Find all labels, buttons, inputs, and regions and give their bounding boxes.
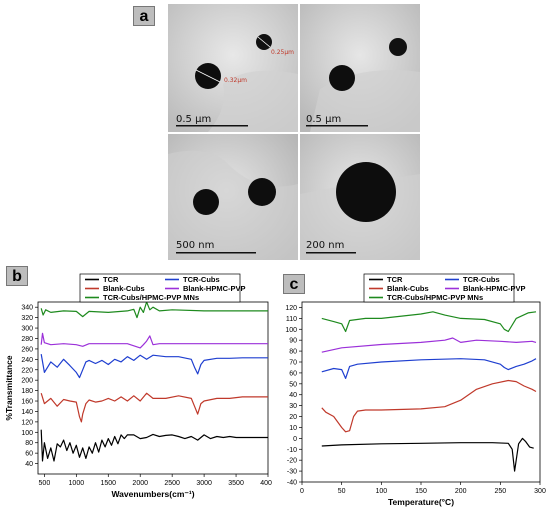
- legend-entry: TCR: [103, 275, 119, 284]
- measurement-label: 0.32µm: [224, 77, 247, 84]
- x-tick-label: 500: [39, 480, 51, 487]
- y-tick-label: 80: [25, 440, 33, 447]
- tem-image-3: 500 nm: [168, 134, 298, 260]
- y-tick-label: -30: [287, 469, 297, 476]
- series-line-1: [321, 379, 537, 433]
- y-tick-label: 280: [21, 336, 33, 343]
- legend-entry: Blank-HPMC-PVP: [463, 284, 526, 293]
- y-tick-label: 240: [21, 357, 33, 364]
- legend-entry: TCR: [387, 275, 403, 284]
- y-tick-label: 320: [21, 315, 33, 322]
- series-line-2: [321, 358, 537, 379]
- series-line-1: [40, 392, 268, 423]
- y-tick-label: 340: [21, 305, 33, 312]
- legend-entry: TCR-Cubs/HPMC-PVP MNs: [103, 293, 199, 302]
- y-tick-label: 260: [21, 346, 33, 353]
- particle: [329, 65, 355, 91]
- plot-frame: [37, 301, 269, 475]
- series-line-3: [321, 337, 537, 353]
- y-tick-label: 20: [289, 414, 297, 421]
- scale-bar-label: 0.5 µm: [306, 114, 341, 125]
- x-tick-label: 1000: [69, 480, 85, 487]
- y-tick-label: 140: [21, 409, 33, 416]
- y-tick-label: 220: [21, 367, 33, 374]
- y-tick-label: 0: [293, 436, 297, 443]
- panel-label-c: c: [283, 274, 305, 294]
- panel-label-a: a: [133, 6, 155, 26]
- x-tick-label: 150: [415, 488, 427, 495]
- y-tick-label: 110: [286, 316, 297, 323]
- y-tick-label: -40: [287, 480, 297, 487]
- series-line-2: [40, 353, 268, 379]
- y-tick-label: 100: [21, 430, 33, 437]
- x-axis-label: Wavenumbers(cm⁻¹): [111, 489, 194, 499]
- dsc-chart: 0 50 100 150 200 250 300 -40 -30 -20 -10 0 10 20 30 40 5…: [285, 273, 546, 507]
- y-tick-label: 50: [289, 381, 297, 388]
- legend-entry: Blank-Cubs: [103, 284, 145, 293]
- y-tick-label: 40: [289, 392, 297, 399]
- x-tick-label: 0: [300, 488, 304, 495]
- particle: [336, 162, 396, 222]
- x-tick-label: 3000: [196, 480, 212, 487]
- legend-entry: TCR-Cubs: [183, 275, 220, 284]
- x-tick-label: 2500: [164, 480, 180, 487]
- y-tick-label: 160: [21, 399, 33, 406]
- y-tick-label: -20: [287, 458, 297, 465]
- scale-bar-label: 200 nm: [306, 240, 344, 251]
- series-line-0: [40, 429, 268, 462]
- x-tick-label: 100: [375, 488, 387, 495]
- y-tick-label: 200: [21, 378, 33, 385]
- particle: [248, 178, 276, 206]
- y-tick-label: 40: [25, 461, 33, 468]
- x-tick-label: 2000: [132, 480, 148, 487]
- legend: [79, 273, 241, 303]
- series-line-4: [40, 301, 268, 319]
- y-tick-label: 90: [289, 338, 297, 345]
- measurement-label: 0.25µm: [271, 49, 294, 56]
- x-tick-label: 200: [455, 488, 467, 495]
- scale-bar-label: 0.5 µm: [176, 114, 211, 125]
- y-tick-label: 180: [21, 388, 33, 395]
- y-tick-label: 120: [285, 305, 297, 312]
- panel-label-b: b: [6, 266, 28, 286]
- series-line-4: [321, 311, 537, 333]
- y-tick-label: 70: [289, 360, 297, 367]
- y-tick-label: 60: [289, 370, 297, 377]
- y-tick-label: 30: [289, 403, 297, 410]
- y-axis-label: %Transmittance: [4, 355, 14, 420]
- x-tick-label: 250: [494, 488, 506, 495]
- series-line-0: [321, 437, 534, 472]
- series-line-3: [40, 332, 268, 349]
- x-tick-label: 4000: [260, 480, 272, 487]
- tem-image-2: 0.5 µm: [300, 4, 420, 132]
- x-axis-label: Temperature(°C): [388, 497, 454, 507]
- y-tick-label: 10: [289, 425, 297, 432]
- y-tick-label: 60: [25, 451, 33, 458]
- y-tick-label: 100: [285, 327, 297, 334]
- legend-entry: Blank-HPMC-PVP: [183, 284, 246, 293]
- x-tick-label: 3500: [228, 480, 244, 487]
- legend: [363, 273, 515, 303]
- x-tick-label: 300: [534, 488, 546, 495]
- legend-entry: TCR-Cubs/HPMC-PVP MNs: [387, 293, 483, 302]
- particle: [389, 38, 407, 56]
- legend-entry: TCR-Cubs: [463, 275, 500, 284]
- x-tick-label: 1500: [100, 480, 116, 487]
- legend-entry: Blank-Cubs: [387, 284, 429, 293]
- particle: [193, 189, 219, 215]
- y-tick-label: 120: [21, 419, 33, 426]
- y-tick-label: -10: [287, 447, 297, 454]
- y-tick-label: 300: [21, 326, 33, 333]
- y-tick-label: 80: [289, 349, 297, 356]
- scale-bar-label: 500 nm: [176, 240, 214, 251]
- tem-image-1: 0.25µm 0.32µm 0.5 µm: [168, 4, 298, 132]
- x-tick-label: 50: [338, 488, 346, 495]
- ftir-chart: 500 1000 1500 2000 2500 3000 3500 4000 40 60 80 100…: [4, 273, 272, 499]
- tem-image-4: 200 nm: [300, 134, 420, 260]
